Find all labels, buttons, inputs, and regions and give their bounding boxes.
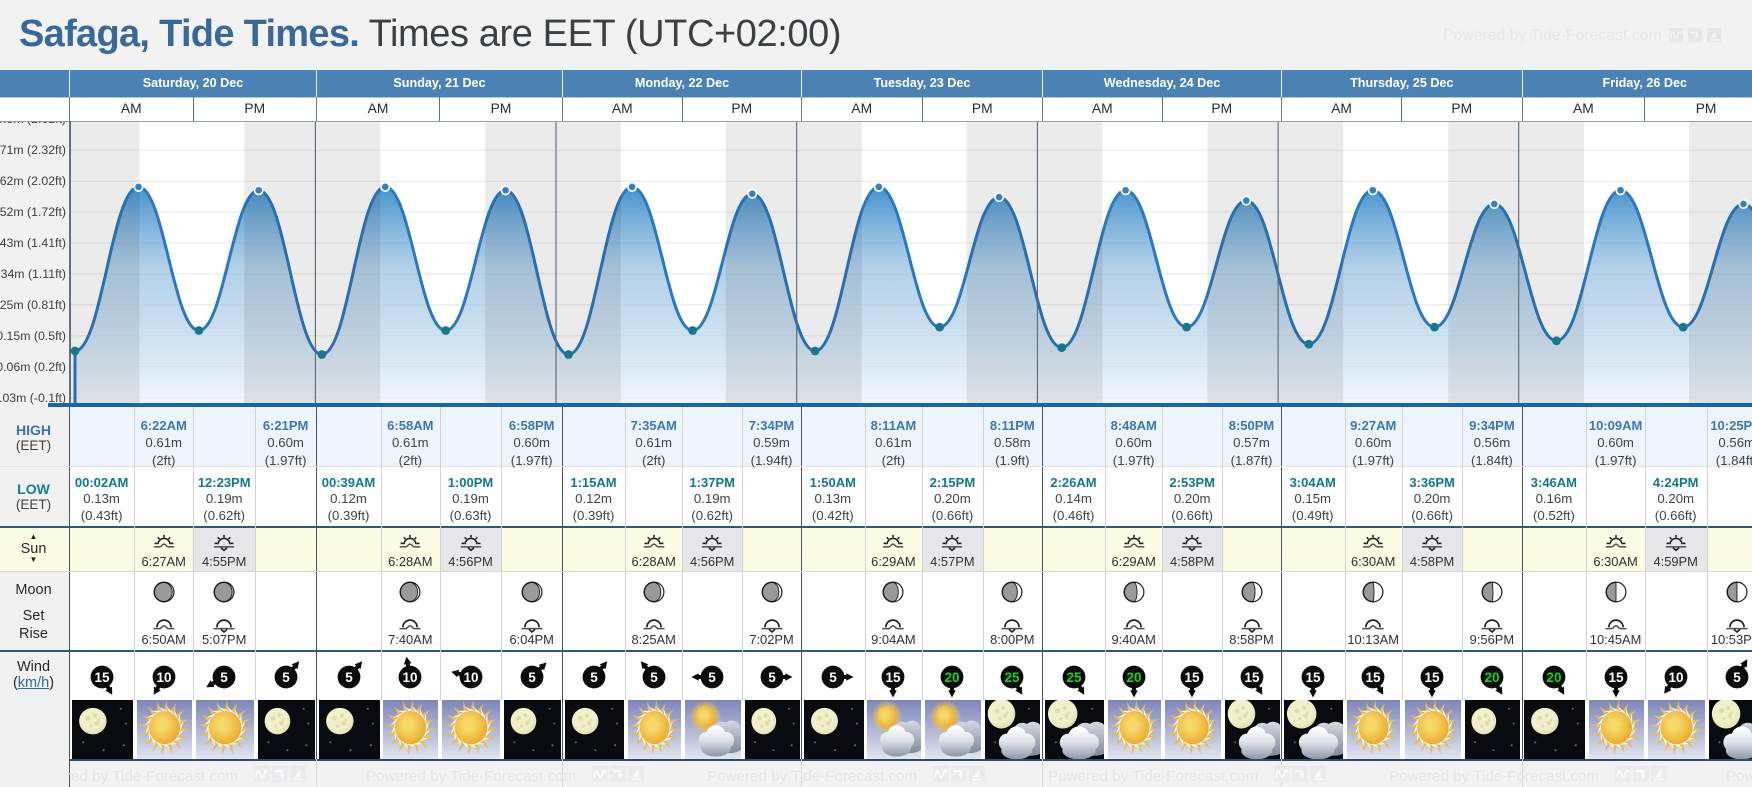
svg-text:5: 5 (768, 669, 776, 684)
svg-text:25: 25 (1066, 669, 1082, 684)
svg-text:0.8m (2.62ft): 0.8m (2.62ft) (0, 121, 66, 126)
svg-text:20: 20 (1484, 669, 1499, 684)
svg-text:5: 5 (282, 669, 290, 684)
svg-text:15: 15 (1185, 669, 1201, 684)
svg-text:5: 5 (590, 669, 598, 684)
svg-text:25: 25 (1005, 669, 1021, 684)
svg-text:0.25m (0.81ft): 0.25m (0.81ft) (0, 298, 66, 312)
svg-text:10: 10 (403, 669, 418, 684)
svg-text:15: 15 (1305, 669, 1321, 684)
svg-text:10: 10 (463, 669, 478, 684)
svg-text:5: 5 (708, 669, 716, 684)
svg-text:-0.03m (-0.1ft): -0.03m (-0.1ft) (0, 390, 66, 404)
svg-text:15: 15 (94, 669, 110, 684)
svg-text:5: 5 (220, 669, 228, 684)
svg-text:20: 20 (1126, 669, 1141, 684)
svg-text:0.34m (1.11ft): 0.34m (1.11ft) (0, 267, 66, 281)
svg-text:5: 5 (829, 669, 837, 684)
svg-text:15: 15 (1366, 669, 1382, 684)
svg-text:20: 20 (1546, 669, 1561, 684)
svg-text:0.62m (2.02ft): 0.62m (2.02ft) (0, 174, 66, 188)
svg-text:5: 5 (1733, 669, 1741, 684)
svg-text:15: 15 (1425, 669, 1441, 684)
svg-text:0.15m (0.5ft): 0.15m (0.5ft) (0, 329, 66, 343)
svg-text:5: 5 (528, 669, 536, 684)
svg-text:0.06m (0.2ft): 0.06m (0.2ft) (0, 360, 66, 374)
svg-text:0.71m (2.32ft): 0.71m (2.32ft) (0, 143, 66, 157)
svg-text:5: 5 (345, 669, 353, 684)
svg-text:15: 15 (1244, 669, 1260, 684)
svg-text:10: 10 (156, 669, 171, 684)
svg-text:20: 20 (945, 669, 960, 684)
svg-text:0.52m (1.72ft): 0.52m (1.72ft) (0, 205, 66, 219)
svg-text:15: 15 (886, 669, 902, 684)
svg-text:5: 5 (650, 669, 658, 684)
svg-text:10: 10 (1668, 669, 1683, 684)
svg-text:15: 15 (1608, 669, 1624, 684)
svg-text:0.43m (1.41ft): 0.43m (1.41ft) (0, 236, 66, 250)
